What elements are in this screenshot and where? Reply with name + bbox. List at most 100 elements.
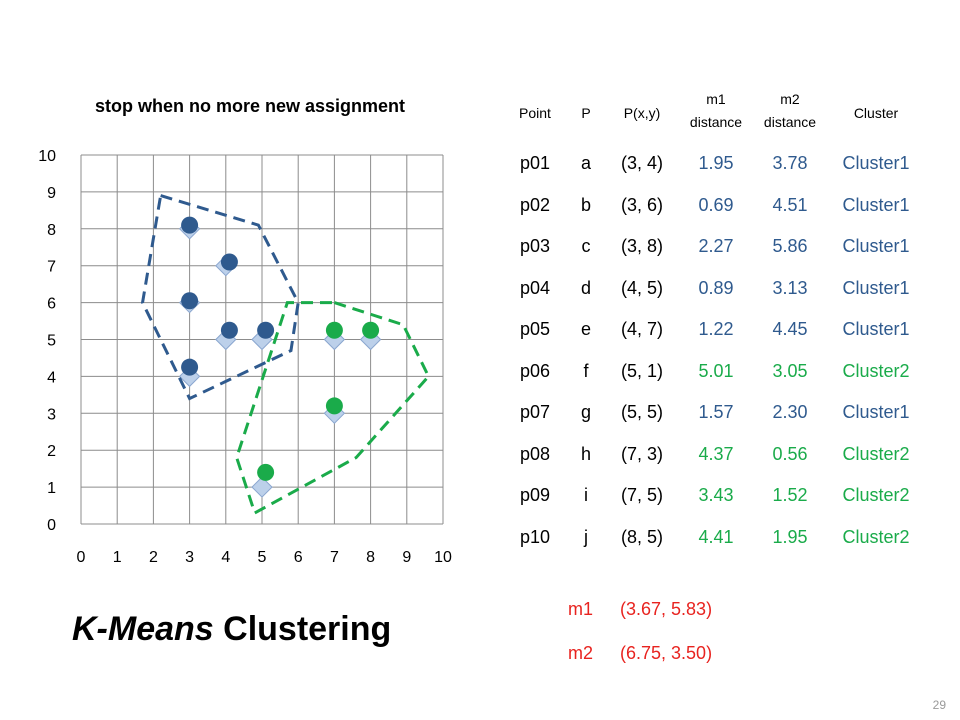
- table-cell: 2.30: [772, 402, 808, 422]
- y-tick-label: 10: [38, 148, 56, 165]
- x-tick-label: 3: [185, 549, 194, 566]
- y-tick-label: 6: [47, 296, 56, 313]
- cluster-point: [181, 358, 199, 376]
- table-cell: p04: [519, 277, 551, 298]
- page-number: 29: [932, 698, 946, 712]
- table-cell: 0.89: [698, 277, 734, 298]
- table-cell: 1.95: [698, 153, 734, 173]
- table-cell: p03: [519, 236, 551, 256]
- table-cell: 3.13: [772, 277, 808, 298]
- table-cell: e: [580, 319, 591, 339]
- cluster-point: [325, 397, 343, 415]
- table-cell: a: [580, 153, 591, 173]
- mean-label: m1: [568, 599, 594, 619]
- table-cell: j: [584, 526, 588, 547]
- table-cell: Cluster2: [842, 485, 910, 505]
- table-cell: 5.01: [698, 360, 734, 381]
- table-cell: d: [580, 277, 591, 298]
- table-cell: 0.69: [698, 194, 734, 215]
- table-cell: 1.22: [698, 319, 734, 339]
- table-cell: (5, 1): [620, 360, 663, 381]
- table-cell: Cluster1: [842, 319, 910, 339]
- y-tick-label: 5: [47, 333, 56, 350]
- cluster-boundary: [235, 301, 431, 516]
- table-cell: c: [581, 236, 591, 256]
- table-cell: 3.05: [772, 360, 808, 381]
- x-tick-label: 4: [221, 549, 230, 566]
- cluster-point: [257, 321, 275, 339]
- data-point-diamond: [251, 476, 273, 498]
- table-cell: (7, 3): [620, 443, 663, 464]
- table-cell: 3.43: [698, 485, 734, 505]
- cluster-point: [181, 216, 199, 234]
- table-cell: 4.41: [698, 526, 734, 547]
- table-cell: 1.57: [698, 402, 734, 422]
- cluster-point: [181, 292, 199, 310]
- cluster-point: [325, 321, 343, 339]
- y-tick-label: 1: [47, 480, 56, 497]
- table-cell: (8, 5): [620, 526, 663, 547]
- y-tick-label: 7: [47, 259, 56, 276]
- x-tick-label: 7: [330, 549, 339, 566]
- table-cell: Cluster1: [842, 153, 910, 173]
- table-cell: p07: [519, 402, 551, 422]
- mean-label: m2: [568, 643, 594, 663]
- table-cell: p10: [519, 526, 551, 547]
- y-tick-label: 0: [47, 517, 56, 534]
- table-cell: (7, 5): [620, 485, 663, 505]
- table-cell: 5.86: [772, 236, 808, 256]
- table-cell: 4.45: [772, 319, 808, 339]
- table-cell: 4.37: [698, 443, 734, 464]
- x-tick-label: 2: [149, 549, 158, 566]
- table-cell: g: [580, 402, 591, 422]
- cluster-point: [362, 321, 380, 339]
- x-tick-label: 5: [258, 549, 267, 566]
- table-cell: (5, 5): [620, 402, 663, 422]
- cluster-point: [257, 463, 275, 481]
- table-cell: Cluster1: [842, 194, 910, 215]
- x-tick-label: 0: [77, 549, 86, 566]
- table-cell: 3.78: [772, 153, 808, 173]
- table-cell: Cluster1: [842, 402, 910, 422]
- cluster-point: [220, 321, 238, 339]
- x-tick-label: 8: [366, 549, 375, 566]
- table-cell: (3, 4): [620, 153, 663, 173]
- table-cell: b: [580, 194, 591, 215]
- mean-value: (6.75, 3.50): [620, 643, 713, 663]
- y-tick-label: 3: [47, 406, 56, 423]
- table-header: P: [581, 105, 591, 121]
- table-cell: (4, 5): [620, 277, 663, 298]
- table-header: P(x,y): [623, 105, 661, 121]
- table-header: Point: [519, 105, 551, 121]
- table-cell: 2.27: [698, 236, 734, 256]
- table-cell: f: [583, 360, 589, 381]
- slide-title: K-Means Clustering: [72, 610, 391, 649]
- table-cell: h: [580, 443, 591, 464]
- table-cell: 1.95: [772, 526, 808, 547]
- title-italic: K-Means: [72, 610, 214, 648]
- table-cell: p08: [519, 443, 551, 464]
- cluster-point: [220, 253, 238, 271]
- table-cell: Cluster2: [842, 443, 910, 464]
- x-tick-label: 9: [402, 549, 411, 566]
- cluster-boundary: [140, 193, 300, 401]
- table-cell: (3, 8): [620, 236, 663, 256]
- x-tick-label: 6: [294, 549, 303, 566]
- table-cell: (4, 7): [620, 319, 663, 339]
- table-cell: p05: [519, 319, 551, 339]
- table-cell: p01: [519, 153, 551, 173]
- title-rest: Clustering: [213, 610, 392, 648]
- table-cell: p02: [519, 194, 551, 215]
- y-tick-label: 9: [47, 185, 56, 202]
- y-tick-label: 2: [47, 443, 56, 460]
- table-cell: 1.52: [772, 485, 808, 505]
- y-tick-label: 8: [47, 222, 56, 239]
- table-cell: (3, 6): [620, 194, 663, 215]
- table-cell: i: [584, 485, 588, 505]
- table-cell: 0.56: [772, 443, 808, 464]
- y-tick-label: 4: [47, 369, 56, 386]
- table-cell: Cluster2: [842, 360, 910, 381]
- table-cell: Cluster1: [842, 236, 910, 256]
- table-header: m1 distance: [689, 91, 743, 130]
